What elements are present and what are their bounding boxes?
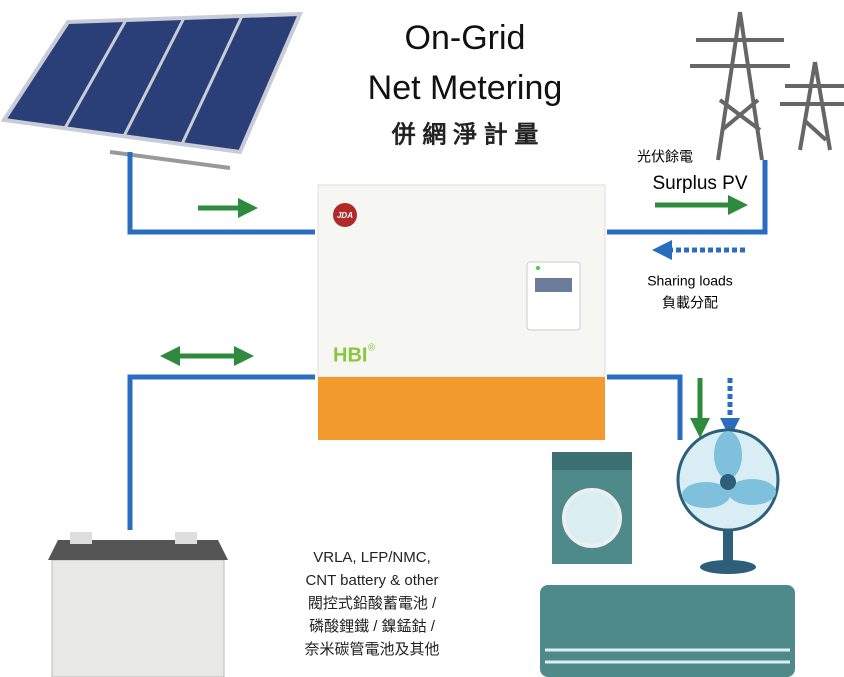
battery (48, 532, 228, 677)
title-zh: 併 網 淨 計 量 (391, 120, 539, 148)
diagram: JDA HBI ® On-Grid Net Metering 併 網 淨 計 量… (0, 0, 844, 677)
battery-text: 閥控式鉛酸蓄電池 / (308, 595, 437, 612)
power-towers (690, 12, 844, 160)
brand-logo: JDA (337, 211, 353, 220)
label: 負載分配 (662, 295, 718, 311)
washing-machine (552, 452, 632, 564)
registered-mark: ® (368, 343, 376, 354)
label: Sharing loads (647, 273, 733, 289)
model-name: HBI (333, 344, 367, 366)
label: 光伏餘電 (637, 149, 693, 165)
label: Surplus PV (652, 173, 747, 194)
battery-text: 奈米碳管電池及其他 (304, 641, 439, 658)
title: On-Grid (405, 19, 526, 57)
fan (678, 430, 778, 574)
battery-text: CNT battery & other (305, 572, 438, 589)
battery-text: 磷酸鋰鐵 / 鎳錳鈷 / (309, 617, 436, 635)
inverter: JDA HBI ® (318, 185, 605, 440)
air-conditioner (540, 585, 795, 677)
solar-panel (4, 14, 300, 168)
title: Net Metering (368, 69, 563, 107)
battery-text: VRLA, LFP/NMC, (313, 549, 431, 566)
